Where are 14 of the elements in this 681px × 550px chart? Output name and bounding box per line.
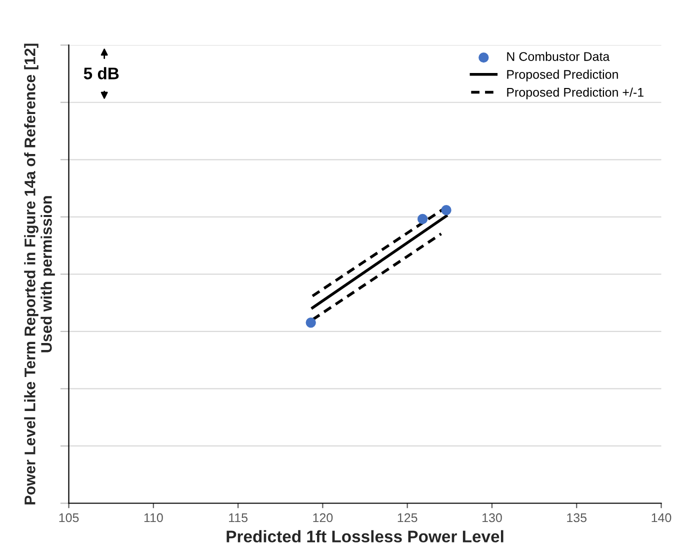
- x-tick-label: 115: [229, 513, 248, 522]
- x-tick-label: 110: [144, 513, 163, 522]
- x-tick-label: 140: [652, 513, 672, 522]
- text: 5 dB: [84, 67, 119, 80]
- x-axis-title: Predicted 1ft Lossless Power Level: [226, 530, 504, 542]
- y-axis-title: Power Level Like Term Reported in Figure 14a of Reference [12] Used with permission: [24, 44, 55, 504]
- legend-label: Proposed Prediction: [507, 70, 618, 82]
- legend-label: N Combustor Data: [507, 52, 610, 61]
- legend-label: Proposed Prediction +/-1: [507, 88, 644, 100]
- x-tick-label: 125: [398, 513, 418, 522]
- x-tick-label: 105: [59, 513, 79, 522]
- x-tick-label: 130: [482, 513, 502, 522]
- x-tick-label: 120: [313, 513, 333, 522]
- x-tick-label: 135: [567, 513, 587, 522]
